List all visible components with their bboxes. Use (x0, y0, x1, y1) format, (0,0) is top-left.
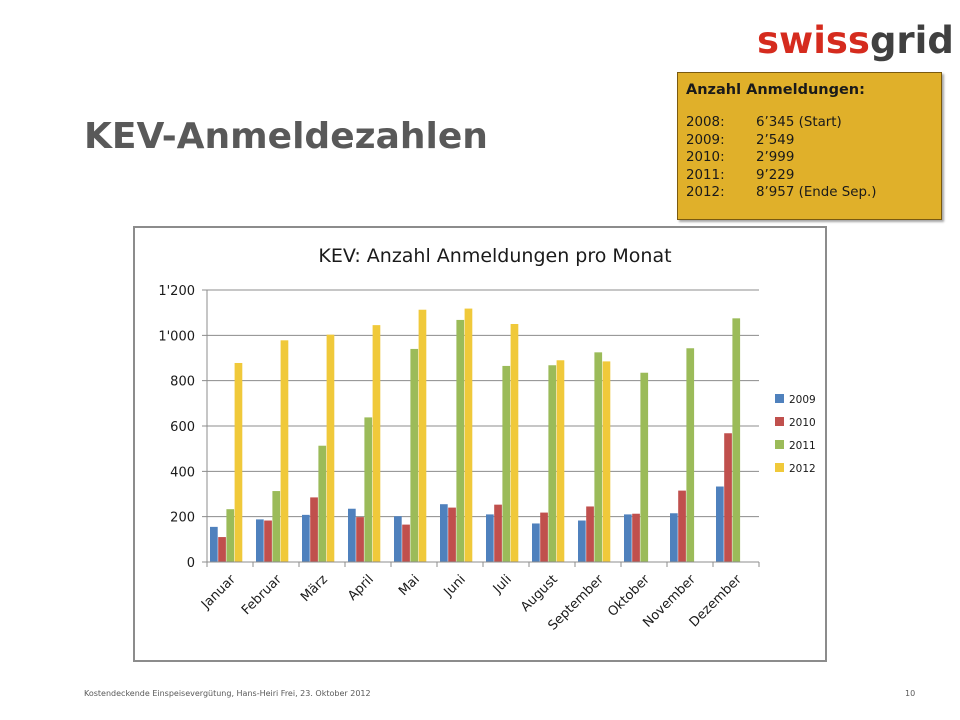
infobox-year: 2012: (686, 185, 725, 200)
infobox-value: 6’345 (Start) (756, 115, 842, 130)
bar-2009 (578, 520, 586, 562)
swissgrid-logo: swissgrid (757, 22, 954, 59)
y-tick-label: 600 (170, 420, 195, 435)
bar-2011 (502, 365, 511, 562)
bar-2009 (256, 519, 264, 562)
infobox-year: 2008: (686, 115, 725, 130)
bar-2009 (624, 514, 632, 562)
bar-2011 (226, 509, 235, 562)
bar-2010 (264, 520, 272, 562)
footer-text: Kostendeckende Einspeisevergütung, Hans-… (84, 689, 371, 698)
bar-2012 (280, 340, 289, 562)
x-tick-label: Oktober (605, 572, 653, 620)
bar-2011 (456, 319, 465, 562)
bar-2009 (394, 516, 402, 562)
bar-2009 (210, 526, 218, 562)
y-tick-label: 200 (170, 511, 195, 526)
bar-2012 (510, 324, 519, 562)
y-tick-label: 1'200 (158, 284, 195, 299)
bar-2011 (548, 365, 557, 562)
bar-chart: KEV: Anzahl Anmeldungen pro Monat 0 200 400… (158, 245, 816, 634)
bar-2011 (640, 372, 649, 562)
bar-2010 (724, 433, 732, 562)
x-tick-label: Februar (239, 572, 285, 618)
logo-grid: grid (869, 19, 954, 62)
infobox-year: 2009: (686, 132, 725, 148)
bar-2012 (326, 334, 335, 562)
infobox-row: 2012: 8’957 (Ende Sep.) (686, 184, 933, 202)
infobox-row: 2010: 2’999 (686, 149, 933, 167)
x-tick-label: Juli (490, 572, 515, 597)
bar-2010 (448, 507, 456, 562)
bar-2009 (440, 504, 448, 562)
infobox-value: 2’549 (756, 132, 795, 148)
infobox-title: Anzahl Anmeldungen: (686, 82, 865, 98)
bar-2010 (632, 513, 640, 562)
x-tick-label: März (298, 572, 331, 605)
infobox-value: 9’229 (756, 167, 795, 183)
x-tick-label: Januar (198, 572, 239, 613)
bar-2010 (678, 490, 686, 562)
legend-label: 2011 (789, 440, 816, 452)
bar-2010 (540, 512, 548, 562)
bar-2012 (372, 325, 381, 562)
y-tick-label: 0 (187, 556, 195, 571)
bar-2010 (356, 517, 364, 562)
bar-2010 (494, 504, 502, 562)
registrations-infobox: Anzahl Anmeldungen: 2008: 6’345 (Start) 2… (677, 72, 942, 220)
legend-swatch (775, 394, 784, 403)
bar-2010 (586, 506, 594, 562)
bar-2011 (410, 348, 419, 562)
x-tick-label: April (345, 572, 377, 604)
y-tick-label: 1'000 (158, 329, 195, 344)
infobox-value: 8’957 (Ende Sep.) (756, 185, 877, 200)
legend-swatch (775, 417, 784, 426)
bar-2009 (716, 486, 724, 562)
legend-label: 2012 (789, 463, 816, 475)
bar-2011 (318, 445, 327, 562)
infobox-year: 2010: (686, 150, 725, 165)
legend-swatch (775, 440, 784, 449)
bar-2009 (486, 514, 494, 562)
bar-2011 (272, 491, 281, 562)
page-title: KEV-Anmeldezahlen (84, 116, 488, 157)
legend-label: 2009 (789, 394, 816, 406)
chart-container: KEV: Anzahl Anmeldungen pro Monat 0 200 400… (133, 226, 827, 662)
infobox-year: 2011: (686, 167, 725, 183)
bar-2009 (348, 508, 356, 562)
infobox-value: 2’999 (756, 150, 795, 165)
x-tick-label: Juni (441, 572, 469, 600)
y-tick-label: 800 (170, 375, 195, 390)
infobox-row: 2008: 6’345 (Start) (686, 114, 933, 132)
bar-2012 (234, 362, 243, 562)
bar-2011 (594, 352, 603, 562)
legend-swatch (775, 463, 784, 472)
chart-title: KEV: Anzahl Anmeldungen pro Monat (318, 245, 671, 267)
bar-2012 (418, 309, 427, 562)
bar-2009 (670, 513, 678, 562)
bar-2009 (302, 514, 310, 562)
bar-2010 (218, 537, 226, 562)
y-tick-label: 400 (170, 465, 195, 480)
bar-2010 (310, 497, 318, 562)
page-number: 10 (905, 689, 916, 698)
bar-2009 (532, 523, 540, 562)
bar-2012 (556, 360, 565, 562)
bar-2010 (402, 524, 410, 562)
bar-2012 (602, 361, 611, 562)
legend-label: 2010 (789, 417, 816, 429)
x-tick-label: August (518, 572, 561, 615)
infobox-row: 2009: 2’549 (686, 132, 933, 150)
bar-2011 (732, 318, 741, 562)
infobox-row: 2011: 9’229 (686, 167, 933, 185)
logo-swiss: swiss (757, 19, 870, 62)
bar-2011 (686, 348, 695, 562)
x-tick-label: Mai (396, 572, 423, 599)
bar-2011 (364, 417, 373, 562)
bar-2012 (464, 308, 473, 562)
